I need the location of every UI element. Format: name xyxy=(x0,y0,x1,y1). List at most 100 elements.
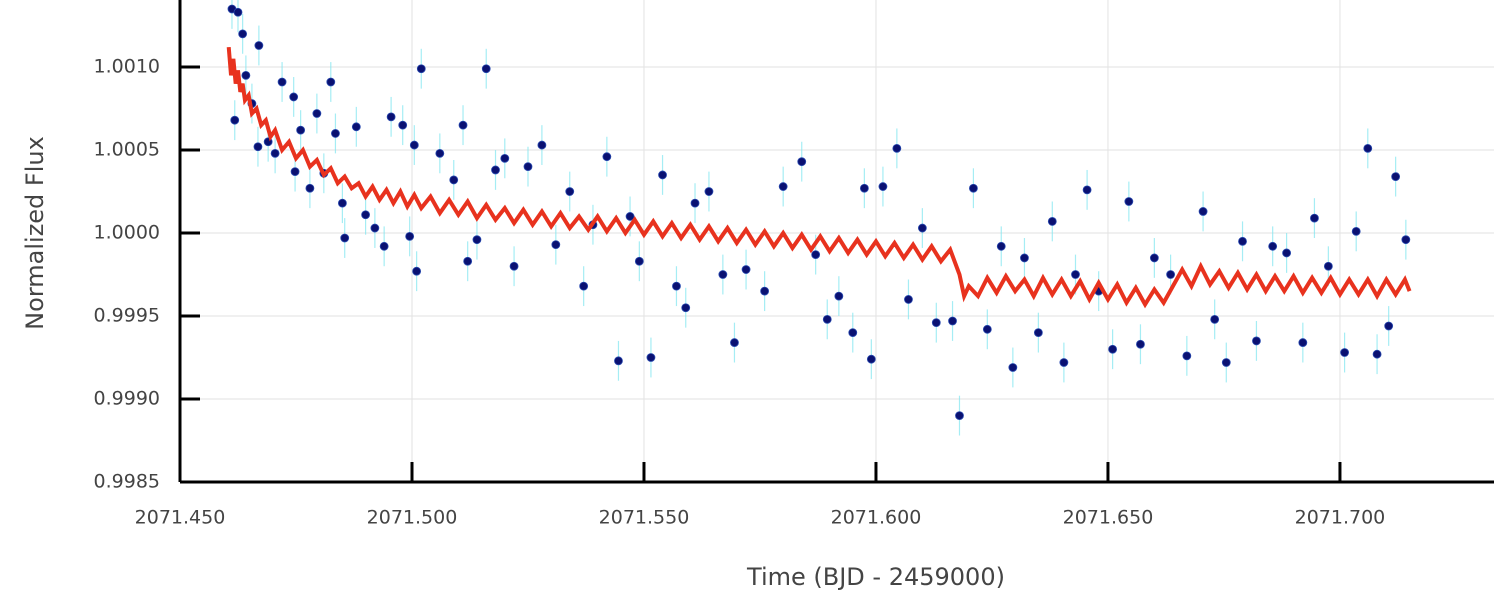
data-point xyxy=(996,241,1006,251)
data-point xyxy=(797,157,807,167)
data-point xyxy=(1082,185,1092,195)
data-point xyxy=(1166,270,1176,279)
data-point xyxy=(398,120,408,130)
data-point xyxy=(1136,339,1145,349)
data-point xyxy=(340,233,350,243)
y-tick-label: 0.9985 xyxy=(94,471,160,493)
data-point xyxy=(614,356,623,366)
data-point xyxy=(500,153,510,163)
data-point xyxy=(866,354,876,364)
x-tick-label: 2071.700 xyxy=(1295,507,1386,529)
data-point xyxy=(1268,241,1278,251)
data-point xyxy=(337,198,347,208)
data-point xyxy=(811,250,821,260)
data-point xyxy=(537,140,547,150)
data-point xyxy=(331,129,340,138)
data-point xyxy=(270,148,280,158)
data-point xyxy=(1363,143,1373,153)
data-point xyxy=(370,223,380,233)
data-point xyxy=(1401,235,1411,245)
data-point xyxy=(1310,213,1319,223)
data-point xyxy=(1252,336,1261,346)
x-tick-label: 2071.650 xyxy=(1063,507,1154,529)
data-point xyxy=(254,41,264,50)
data-point xyxy=(579,281,589,291)
data-point xyxy=(1391,172,1401,182)
data-point xyxy=(859,183,869,193)
data-point xyxy=(305,183,315,193)
data-point xyxy=(1059,358,1069,367)
data-point xyxy=(241,70,251,80)
data-point xyxy=(1384,321,1394,331)
data-point xyxy=(760,286,770,296)
data-point xyxy=(379,241,389,251)
x-tick-label: 2071.550 xyxy=(599,507,690,529)
data-point xyxy=(955,411,964,421)
x-tick-label: 2071.500 xyxy=(367,507,458,529)
model-line xyxy=(226,46,1412,309)
data-point xyxy=(405,231,415,241)
data-point xyxy=(704,187,714,196)
data-point xyxy=(409,140,419,150)
y-tick-label: 0.9995 xyxy=(94,305,160,327)
data-point xyxy=(551,240,561,250)
data-point xyxy=(878,182,888,191)
data-point xyxy=(1198,207,1208,216)
data-point xyxy=(412,266,422,276)
data-point xyxy=(326,77,336,87)
data-point xyxy=(834,291,844,301)
data-point xyxy=(822,314,832,324)
data-point xyxy=(982,324,992,334)
data-point xyxy=(969,183,978,193)
data-point xyxy=(289,92,299,102)
data-point xyxy=(230,115,240,125)
plot-area xyxy=(226,0,1412,436)
data-point xyxy=(904,295,913,304)
error-bars xyxy=(231,0,1407,436)
data-point xyxy=(892,143,902,153)
data-point xyxy=(435,148,445,158)
data-point xyxy=(1071,270,1080,279)
data-point xyxy=(351,122,361,132)
data-point xyxy=(361,210,370,220)
data-point xyxy=(463,256,473,266)
data-point xyxy=(1124,197,1134,206)
x-axis-title: Time (BJD - 2459000) xyxy=(746,563,1005,591)
data-point xyxy=(509,261,519,271)
data-point xyxy=(602,152,612,162)
data-point xyxy=(523,162,533,172)
data-point xyxy=(1298,338,1308,347)
data-point xyxy=(625,212,635,221)
x-tick-label: 2071.450 xyxy=(135,507,226,529)
data-point xyxy=(1108,344,1118,354)
data-point xyxy=(472,235,482,245)
data-point xyxy=(1008,363,1018,372)
y-tick-label: 1.0000 xyxy=(94,222,160,244)
data-point xyxy=(290,167,300,177)
y-tick-label: 0.9990 xyxy=(94,388,160,410)
data-point xyxy=(1282,248,1291,258)
x-tick-label: 2071.600 xyxy=(831,507,922,529)
data-point xyxy=(1351,226,1361,236)
data-point xyxy=(646,353,656,362)
y-tick-label: 1.0005 xyxy=(94,139,160,161)
data-point xyxy=(1047,217,1057,226)
data-point xyxy=(718,270,728,279)
data-point xyxy=(672,281,681,291)
data-point xyxy=(458,120,468,130)
data-point xyxy=(296,125,306,135)
data-point xyxy=(730,338,739,347)
data-point xyxy=(1340,348,1349,357)
data-point xyxy=(253,142,263,152)
data-point xyxy=(690,198,700,208)
points xyxy=(227,4,1411,421)
data-point xyxy=(277,77,287,87)
data-point xyxy=(1372,349,1382,359)
data-point xyxy=(778,182,788,191)
data-point xyxy=(386,112,396,122)
data-point xyxy=(658,170,667,180)
y-tick-label: 1.0010 xyxy=(94,56,160,78)
data-point xyxy=(948,316,957,326)
data-point xyxy=(233,7,243,17)
